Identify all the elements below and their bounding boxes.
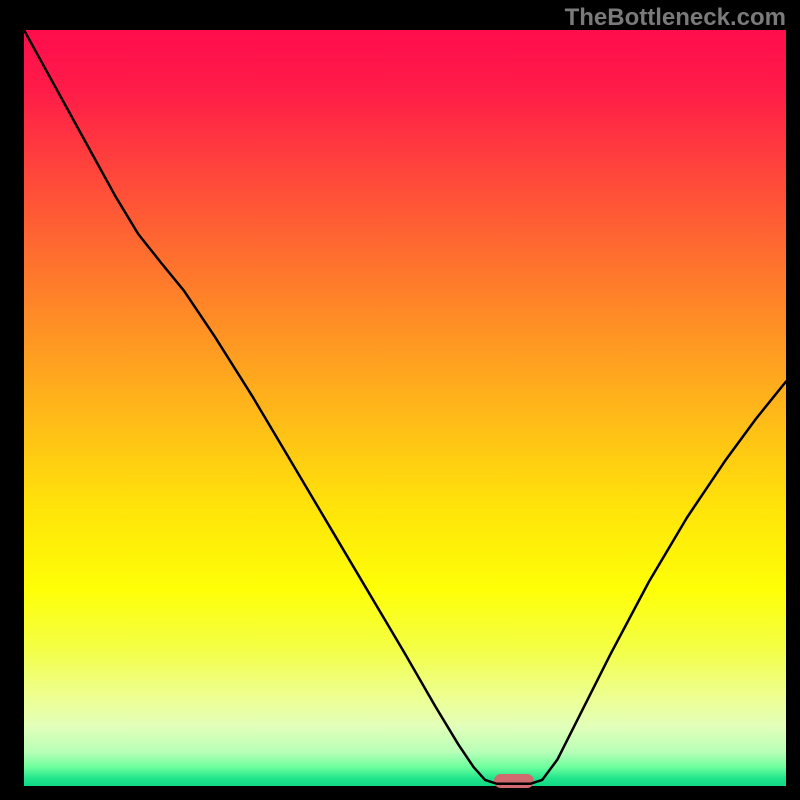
bottleneck-curve <box>24 30 786 786</box>
plot-area <box>24 30 786 786</box>
watermark-text: TheBottleneck.com <box>565 4 786 32</box>
